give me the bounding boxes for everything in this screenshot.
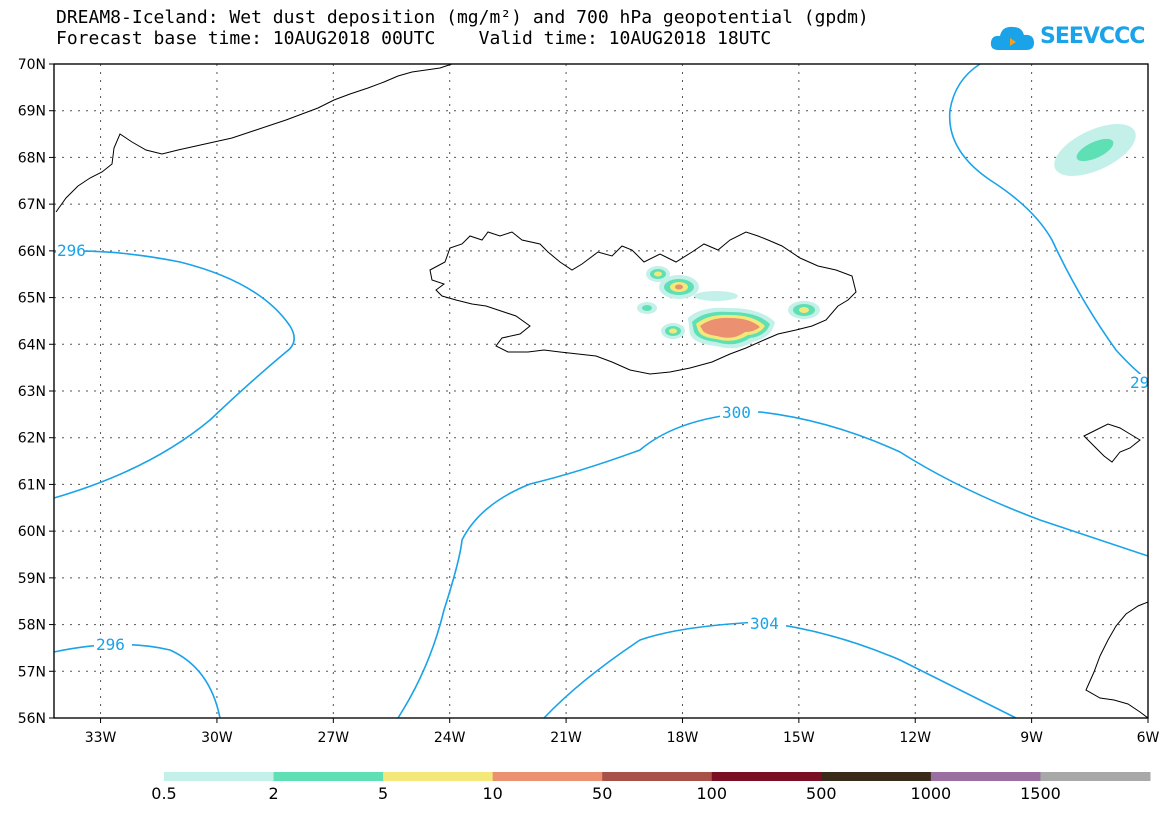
lon-tick-label: 24W bbox=[434, 730, 466, 746]
dust-patch-b4 bbox=[675, 284, 683, 290]
colorbar-label: 50 bbox=[592, 784, 613, 803]
colorbar-segment bbox=[711, 772, 822, 781]
contour-north-east bbox=[948, 63, 1149, 381]
cloud-icon bbox=[990, 26, 1034, 50]
lon-tick-label: 27W bbox=[317, 730, 349, 746]
plot-frame-border bbox=[53, 63, 1149, 719]
contour-label-296-south: 296 bbox=[96, 635, 125, 654]
lon-tick-label: 21W bbox=[550, 730, 582, 746]
lon-tick-label: 18W bbox=[667, 730, 699, 746]
lat-tick-label: 61N bbox=[18, 477, 46, 493]
lat-tick-label: 60N bbox=[18, 524, 46, 540]
contour-label-300: 300 bbox=[722, 403, 751, 422]
dust-patch-a3 bbox=[654, 271, 662, 277]
colorbar-label: 500 bbox=[806, 784, 837, 803]
colorbar-label: 10 bbox=[482, 784, 503, 803]
lon-tick-label: 33W bbox=[85, 730, 117, 746]
lat-tick-label: 63N bbox=[18, 384, 46, 400]
colorbar-segment bbox=[492, 772, 603, 781]
dust-deposition-fields bbox=[637, 124, 1136, 349]
lon-tick-label: 12W bbox=[899, 730, 931, 746]
greenland-coast bbox=[55, 63, 453, 213]
dust-patch-east-core bbox=[1076, 138, 1114, 162]
contour-296-north bbox=[53, 250, 295, 499]
colorbar-segment bbox=[821, 772, 932, 781]
contour-300 bbox=[397, 411, 1149, 719]
coastlines bbox=[55, 63, 1149, 719]
colorbar-label: 2 bbox=[268, 784, 279, 803]
lat-tick-label: 58N bbox=[18, 618, 46, 634]
colorbar-label: 5 bbox=[378, 784, 389, 803]
dust-patch-c2 bbox=[642, 305, 652, 311]
dust-patch-main4 bbox=[700, 317, 760, 338]
colorbar-segment bbox=[602, 772, 713, 781]
lat-tick-label: 68N bbox=[18, 150, 46, 166]
lat-tick-label: 64N bbox=[18, 337, 46, 353]
graticule bbox=[54, 64, 1148, 718]
colorbar-label: 100 bbox=[696, 784, 728, 803]
lat-tick-label: 70N bbox=[18, 57, 46, 73]
colorbar bbox=[164, 772, 1151, 781]
contour-label-29: 29 bbox=[1130, 373, 1149, 392]
seevccc-logo: SEEVCCC bbox=[988, 18, 1148, 58]
iceland-coast bbox=[429, 231, 857, 375]
plot-frame bbox=[53, 63, 1149, 719]
contour-296-south bbox=[53, 643, 221, 719]
colorbar-segment bbox=[1040, 772, 1151, 781]
lat-tick-label: 62N bbox=[18, 431, 46, 447]
map-title: DREAM8-Iceland: Wet dust deposition (mg/… bbox=[56, 7, 869, 28]
colorbar-label: 1500 bbox=[1020, 784, 1061, 803]
dust-patch-e3 bbox=[799, 307, 809, 313]
scotland-coast bbox=[1085, 601, 1149, 719]
faroe-coast bbox=[1083, 423, 1141, 463]
lat-tick-label: 66N bbox=[18, 244, 46, 260]
logo-text: SEEVCCC bbox=[1040, 24, 1145, 49]
lon-tick-label: 30W bbox=[201, 730, 233, 746]
colorbar-segment bbox=[273, 772, 384, 781]
contour-labels: 296 300 304 296 29 bbox=[56, 241, 1149, 654]
lat-tick-label: 57N bbox=[18, 664, 46, 680]
lon-tick-label: 9W bbox=[1020, 730, 1043, 746]
lat-tick-label: 59N bbox=[18, 571, 46, 587]
lon-tick-label: 6W bbox=[1137, 730, 1160, 746]
dust-patch-d3 bbox=[669, 328, 677, 334]
lat-tick-label: 56N bbox=[18, 711, 46, 727]
dust-patch-light bbox=[694, 291, 738, 301]
contour-label-304: 304 bbox=[750, 614, 779, 633]
map-subtitle: Forecast base time: 10AUG2018 00UTC Vali… bbox=[56, 28, 772, 49]
lon-tick-label: 15W bbox=[783, 730, 815, 746]
lat-tick-label: 67N bbox=[18, 197, 46, 213]
colorbar-segment bbox=[164, 772, 275, 781]
colorbar-label: 0.5 bbox=[151, 784, 177, 803]
colorbar-segment bbox=[383, 772, 494, 781]
lat-tick-label: 69N bbox=[18, 104, 46, 120]
colorbar-segment bbox=[930, 772, 1041, 781]
axis-ticks: 70N 69N 68N 67N 66N 65N 64N 63N 62N 61N 60N 59N 58N 5… bbox=[18, 57, 1160, 746]
colorbar-label: 1000 bbox=[910, 784, 952, 803]
lat-tick-label: 65N bbox=[18, 291, 46, 307]
contour-label-296-north: 296 bbox=[57, 241, 86, 260]
